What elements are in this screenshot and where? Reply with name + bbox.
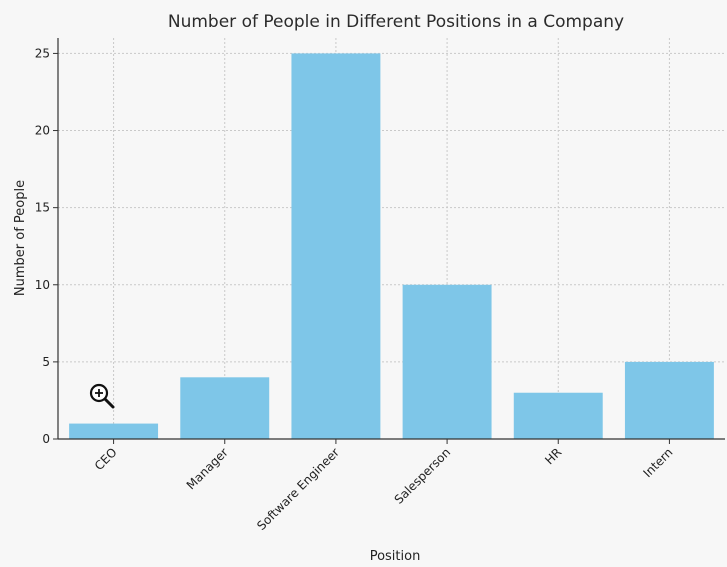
- x-tick-label: Intern: [640, 445, 675, 480]
- y-tick-label: 15: [35, 201, 50, 215]
- chart-title: Number of People in Different Positions …: [168, 12, 624, 32]
- x-tick-label: Software Engineer: [254, 445, 342, 533]
- x-tick-label: CEO: [92, 445, 120, 473]
- bar-hr: [513, 392, 603, 439]
- y-tick-label: 25: [35, 46, 50, 60]
- bar-intern: [624, 361, 714, 439]
- y-axis-label: Number of People: [13, 180, 28, 296]
- y-tick-label: 10: [35, 278, 50, 292]
- y-tick-label: 0: [42, 432, 50, 446]
- zoom-in-icon[interactable]: [88, 382, 116, 410]
- y-tick-label: 5: [42, 355, 50, 369]
- x-tick-label: Manager: [184, 445, 231, 492]
- x-tick-label: Salesperson: [392, 445, 454, 507]
- x-tick-label: HR: [542, 445, 564, 467]
- bars-layer: [69, 53, 714, 440]
- bar-salesperson: [402, 284, 492, 439]
- y-tick-label: 20: [35, 124, 50, 138]
- bar-manager: [180, 377, 270, 439]
- bar-ceo: [69, 423, 159, 439]
- bar-software-engineer: [291, 53, 381, 440]
- x-axis-label: Position: [370, 549, 421, 564]
- zoom-in-icon-glyph: [89, 383, 115, 409]
- axes-layer: [53, 38, 725, 444]
